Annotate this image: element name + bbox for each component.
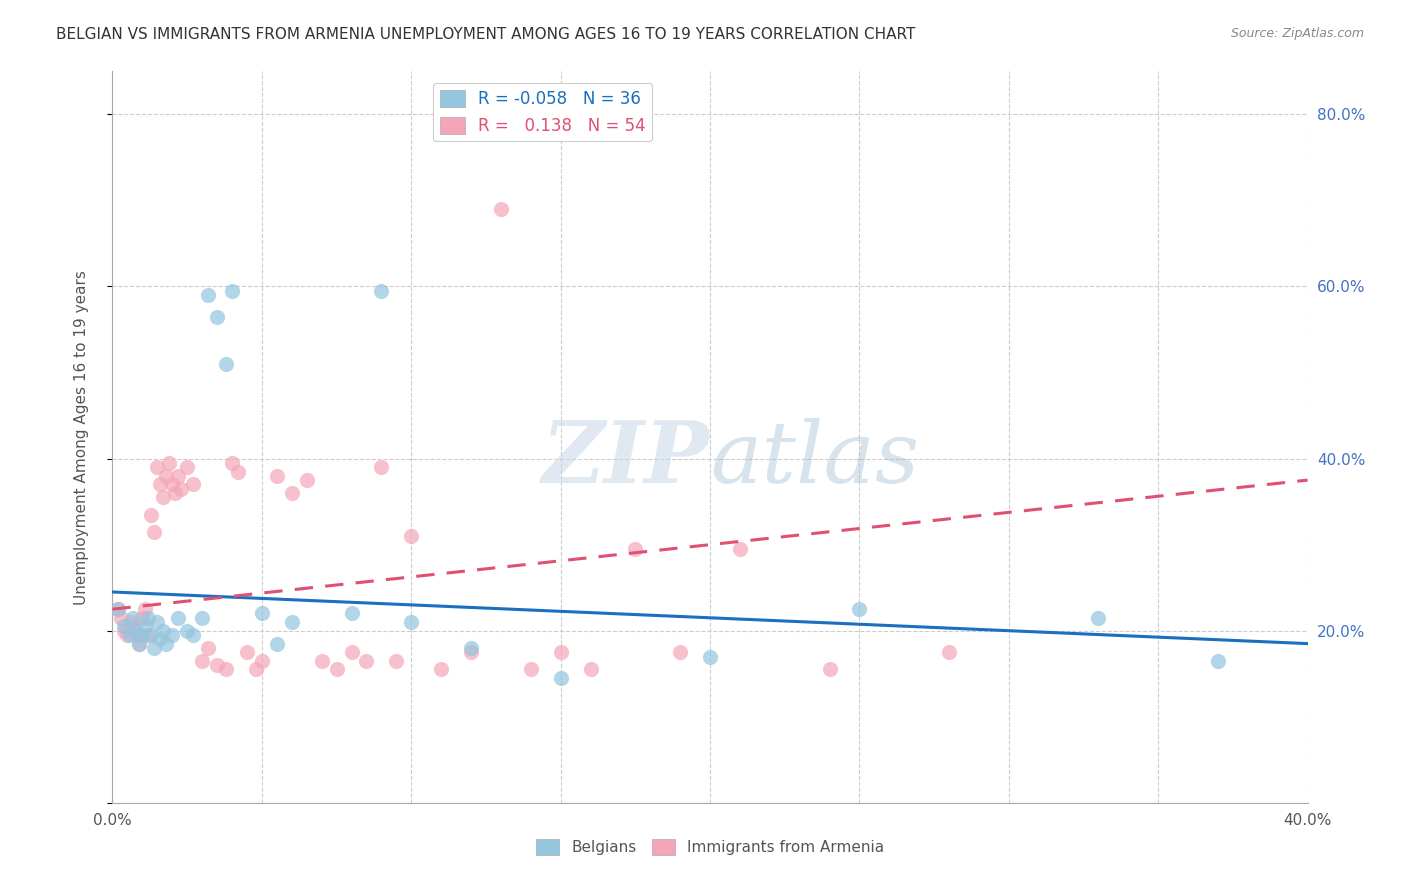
Point [170,482,193,496]
Point [162,477,183,491]
Point [176,624,198,638]
Point [205,310,228,324]
Point [340,645,363,659]
Point [221,284,243,298]
Point [155,468,177,483]
Point [122,619,145,633]
Point [236,645,259,659]
Point [149,477,172,491]
Point [245,662,267,676]
Point [191,611,214,625]
Point [370,460,392,475]
Point [167,468,190,483]
Point [281,486,304,500]
Point [131,611,153,625]
Point [107,602,129,616]
Point [143,640,166,655]
Point [152,491,174,505]
Y-axis label: Unemployment Among Ages 16 to 19 years: Unemployment Among Ages 16 to 19 years [75,269,89,605]
Point [385,654,408,668]
Point [141,628,163,642]
Point [938,645,960,659]
Point [167,611,190,625]
Point [143,524,166,539]
Point [157,456,180,470]
Point [128,637,150,651]
Point [370,284,392,298]
Point [155,637,177,651]
Point [356,654,378,668]
Point [550,645,572,659]
Point [848,602,870,616]
Legend: Belgians, Immigrants from Armenia: Belgians, Immigrants from Armenia [530,833,890,861]
Text: Source: ZipAtlas.com: Source: ZipAtlas.com [1230,27,1364,40]
Point [430,662,453,676]
Point [152,624,174,638]
Point [125,624,148,638]
Point [181,628,204,642]
Point [401,615,423,629]
Point [146,615,169,629]
Point [295,473,318,487]
Point [624,541,647,556]
Point [1087,611,1109,625]
Text: BELGIAN VS IMMIGRANTS FROM ARMENIA UNEMPLOYMENT AMONG AGES 16 TO 19 YEARS CORREL: BELGIAN VS IMMIGRANTS FROM ARMENIA UNEMP… [56,27,915,42]
Point [340,607,363,621]
Point [107,602,129,616]
Point [215,662,238,676]
Point [134,602,156,616]
Point [818,662,841,676]
Point [131,628,153,642]
Text: ZIP: ZIP [543,417,710,500]
Point [122,611,145,625]
Point [149,632,172,647]
Point [114,619,135,633]
Point [141,508,163,522]
Point [520,662,543,676]
Point [460,645,482,659]
Point [197,640,219,655]
Point [165,486,187,500]
Point [125,628,148,642]
Point [266,468,288,483]
Point [191,654,214,668]
Point [128,637,150,651]
Point [250,654,273,668]
Point [117,628,139,642]
Point [1206,654,1229,668]
Point [281,615,304,629]
Point [176,460,198,475]
Point [110,611,132,625]
Point [699,649,721,664]
Point [311,654,333,668]
Point [134,619,156,633]
Point [197,288,219,302]
Point [215,357,238,371]
Point [181,477,204,491]
Point [221,456,243,470]
Point [162,628,183,642]
Text: atlas: atlas [710,417,920,500]
Point [325,662,347,676]
Point [120,628,142,642]
Point [114,624,135,638]
Point [401,529,423,543]
Point [266,637,288,651]
Point [146,460,169,475]
Point [460,640,482,655]
Point [138,611,160,625]
Point [728,541,751,556]
Point [205,658,228,673]
Point [489,202,512,216]
Point [669,645,692,659]
Point [120,615,142,629]
Point [138,628,160,642]
Point [250,607,273,621]
Point [579,662,602,676]
Point [226,465,249,479]
Point [550,671,572,685]
